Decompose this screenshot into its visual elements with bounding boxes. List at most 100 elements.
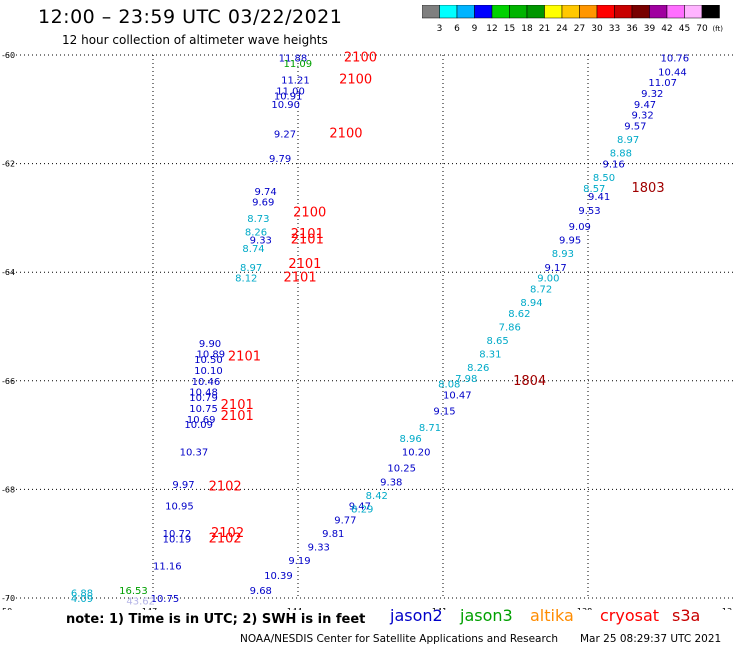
scale-unit: (ft) (712, 25, 723, 33)
pass-number-label: 1803 (632, 181, 665, 196)
scale-label: 15 (504, 24, 515, 34)
wave-height-label: 11.07 (648, 78, 677, 89)
wave-height-label: 9.74 (255, 187, 277, 198)
legend-jason2: jason2 (390, 606, 443, 625)
scale-label: 39 (644, 24, 656, 34)
scale-label: 70 (696, 24, 708, 34)
wave-height-label: 9.17 (545, 263, 567, 274)
wave-height-label: 8.97 (240, 263, 262, 274)
wave-height-label: 11.00 (276, 86, 305, 97)
wave-height-label: 8.96 (400, 434, 422, 445)
wave-height-label: 10.91 (274, 92, 303, 103)
wave-height-label: 10.75 (189, 404, 218, 415)
wave-height-label: 9.09 (569, 222, 591, 233)
pass-number-label: 2102 (211, 526, 244, 541)
wave-height-label: 8.71 (419, 423, 441, 434)
pass-number-label: 2101 (228, 349, 261, 364)
pass-number-label: 2100 (344, 51, 377, 66)
wave-height-label: 9.47 (634, 100, 656, 111)
x-tick-label: -141 (429, 607, 447, 610)
scale-label: 18 (521, 24, 533, 34)
wave-height-label: 9.81 (322, 529, 344, 540)
wave-height-label: 11.21 (281, 75, 310, 86)
scale-label: 45 (679, 24, 690, 34)
x-tick-label: -144 (284, 607, 302, 610)
wave-height-label: 8.94 (520, 298, 542, 309)
y-tick-label: -64 (2, 268, 15, 277)
y-tick-label: -60 (2, 51, 15, 60)
scale-label: 42 (661, 24, 672, 34)
legend-cryosat: cryosat (600, 606, 660, 625)
wave-height-label: 10.19 (163, 534, 192, 545)
wave-height-label: 8.12 (235, 274, 257, 285)
wave-height-label: 8.62 (508, 309, 530, 320)
chart-subtitle: 12 hour collection of altimeter wave hei… (62, 33, 328, 47)
scale-label: 12 (486, 24, 497, 34)
wave-height-label: 9.77 (334, 515, 356, 526)
wave-height-label: 10.44 (658, 67, 687, 78)
pass-number-label: 2100 (339, 72, 372, 87)
pass-number-label: 2100 (329, 127, 362, 142)
wave-height-label: 9.16 (603, 160, 625, 171)
wave-height-label: 7.98 (455, 374, 477, 385)
wave-height-label: 8.26 (467, 363, 489, 374)
wave-height-label: 9.53 (578, 206, 600, 217)
wave-height-label: 8.93 (552, 249, 574, 260)
scale-label: 3 (437, 24, 443, 34)
wave-height-label: 10.79 (189, 393, 218, 404)
pass-number-label: 2101 (291, 227, 324, 242)
wave-height-label: 9.90 (199, 339, 221, 350)
credit-line: NOAA/NESDIS Center for Satellite Applica… (240, 633, 558, 645)
wave-height-label: 9.33 (308, 542, 330, 553)
wave-height-label: 16.53 (119, 586, 148, 597)
wave-height-label: 8.31 (479, 350, 501, 361)
scale-label: 36 (626, 24, 638, 34)
wave-height-label: 8.50 (593, 173, 615, 184)
wave-height-label: 9.97 (172, 480, 194, 491)
wave-height-label: 8.57 (583, 184, 605, 195)
chart-title: 12:00 – 23:59 UTC 03/22/2021 (38, 6, 343, 28)
wave-height-label: 10.90 (271, 100, 300, 111)
legend-altika: altika (530, 606, 574, 625)
pass-number-label: 2102 (209, 480, 242, 495)
wave-height-label: 9.69 (252, 198, 274, 209)
pass-number-label: 2100 (293, 205, 326, 220)
scale-label: 24 (556, 24, 568, 34)
y-tick-label: -68 (2, 485, 15, 494)
wave-height-label: 11.88 (279, 54, 308, 65)
wave-height-label: 8.65 (487, 336, 509, 347)
wave-height-label: 9.38 (380, 477, 402, 488)
scale-label: 33 (609, 24, 620, 34)
x-tick-label: -13 (719, 607, 732, 610)
wave-height-label: 10.25 (387, 464, 416, 475)
wave-height-label: 10.48 (189, 388, 218, 399)
wave-height-label: 10.75 (151, 594, 180, 605)
wave-height-label: 9.32 (632, 111, 654, 122)
wave-height-label: 10.76 (661, 54, 690, 65)
wave-height-label: 10.72 (163, 529, 192, 540)
y-tick-label: -70 (2, 594, 15, 603)
wave-height-label: 9.47 (349, 502, 371, 513)
wave-height-label: 4.09 (71, 594, 93, 605)
wave-height-label: 9.41 (588, 192, 610, 203)
y-tick-label: -66 (2, 377, 15, 386)
wave-height-label: 8.74 (242, 244, 264, 255)
wave-height-label: 8.26 (245, 227, 267, 238)
wave-height-label: 10.50 (194, 355, 223, 366)
wave-height-label: 11.16 (153, 561, 182, 572)
wave-height-label: 9.68 (250, 586, 272, 597)
scale-label: 27 (574, 24, 585, 34)
wave-height-label: 9.27 (274, 130, 296, 141)
wave-height-label: 10.69 (187, 415, 216, 426)
wave-height-label: 43.62 (126, 597, 155, 608)
wave-height-label: 8.73 (247, 214, 269, 225)
wave-height-label: 6.88 (71, 589, 93, 600)
scale-label: 9 (472, 24, 478, 34)
pass-number-label: 2101 (221, 409, 254, 424)
wave-height-label: 9.57 (624, 122, 646, 133)
pass-number-label: 2101 (221, 398, 254, 413)
wave-height-label: 10.39 (264, 571, 293, 582)
wave-height-label: 9.32 (641, 89, 663, 100)
wave-height-label: 8.29 (351, 504, 373, 515)
wave-height-label: 8.08 (438, 380, 460, 391)
